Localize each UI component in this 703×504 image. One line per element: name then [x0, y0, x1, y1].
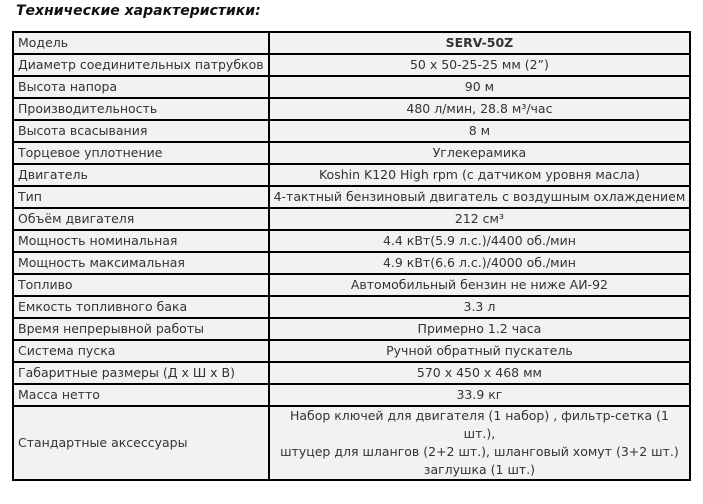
table-row: Емкость топливного бака 3.3 л — [12, 295, 692, 319]
spec-value-line: штуцер для шлангов (2+2 шт.), шланговый … — [280, 444, 679, 459]
spec-label: Стандартные аксессуары — [12, 405, 270, 481]
spec-label: Торцевое уплотнение — [12, 141, 270, 165]
spec-value: 3.3 л — [267, 295, 692, 319]
spec-value: Примерно 1.2 часа — [267, 317, 692, 341]
table-row: Двигатель Koshin K120 High rpm (с датчико… — [12, 163, 692, 187]
spec-label: Двигатель — [12, 163, 270, 187]
spec-label: Объём двигателя — [12, 207, 270, 231]
table-row: Стандартные аксессуары Набор ключей для д… — [12, 405, 692, 481]
spec-value: Углекерамика — [267, 141, 692, 165]
spec-value: SERV-50Z — [267, 31, 692, 55]
spec-label: Топливо — [12, 273, 270, 297]
spec-value: 212 см³ — [267, 207, 692, 231]
table-row: Диаметр соединительных патрубков 50 х 50-… — [12, 53, 692, 77]
spec-value: Ручной обратный пускатель — [267, 339, 692, 363]
spec-value: 33.9 кг — [267, 383, 692, 407]
spec-value: 50 х 50-25-25 мм (2”) — [267, 53, 692, 77]
table-row: Высота всасывания 8 м — [12, 119, 692, 143]
spec-value: Набор ключей для двигателя (1 набор) , ф… — [267, 405, 692, 481]
spec-value: 4.4 кВт(5.9 л.с.)/4400 об./мин — [267, 229, 692, 253]
spec-label: Система пуска — [12, 339, 270, 363]
spec-label: Мощность номинальная — [12, 229, 270, 253]
spec-value: 90 м — [267, 75, 692, 99]
spec-value: 8 м — [267, 119, 692, 143]
spec-label: Производительность — [12, 97, 270, 121]
spec-label: Мощность максимальная — [12, 251, 270, 275]
table-row: Габаритные размеры (Д х Ш х В) 570 х 450 … — [12, 361, 692, 385]
spec-label: Масса нетто — [12, 383, 270, 407]
spec-label: Емкость топливного бака — [12, 295, 270, 319]
spec-value: 570 х 450 х 468 мм — [267, 361, 692, 385]
table-row: Тип 4-тактный бензиновый двигатель с возд… — [12, 185, 692, 209]
spec-label: Габаритные размеры (Д х Ш х В) — [12, 361, 270, 385]
spec-label: Высота всасывания — [12, 119, 270, 143]
spec-value: Автомобильный бензин не ниже АИ-92 — [267, 273, 692, 297]
table-row: Топливо Автомобильный бензин не ниже АИ-9… — [12, 273, 692, 297]
specs-table: Модель SERV-50Z Диаметр соединительных пат… — [12, 31, 692, 481]
table-row: Время непрерывной работы Примерно 1.2 час… — [12, 317, 692, 341]
table-row: Торцевое уплотнение Углекерамика — [12, 141, 692, 165]
table-row: Система пуска Ручной обратный пускатель — [12, 339, 692, 363]
spec-label: Время непрерывной работы — [12, 317, 270, 341]
table-row: Модель SERV-50Z — [12, 31, 692, 55]
spec-label: Диаметр соединительных патрубков — [12, 53, 270, 77]
spec-value: 4.9 кВт(6.6 л.с.)/4000 об./мин — [267, 251, 692, 275]
spec-value-line: заглушка (1 шт.) — [423, 462, 536, 477]
table-row: Высота напора 90 м — [12, 75, 692, 99]
table-row: Производительность 480 л/мин, 28.8 м³/час — [12, 97, 692, 121]
spec-label: Модель — [12, 31, 270, 55]
table-row: Масса нетто 33.9 кг — [12, 383, 692, 407]
spec-value: Koshin K120 High rpm (с датчиком уровня … — [267, 163, 692, 187]
spec-value: 4-тактный бензиновый двигатель с воздушн… — [267, 185, 692, 209]
spec-value: 480 л/мин, 28.8 м³/час — [267, 97, 692, 121]
section-title: Технические характеристики: — [16, 3, 261, 19]
table-row: Мощность максимальная 4.9 кВт(6.6 л.с.)/4… — [12, 251, 692, 275]
spec-label: Высота напора — [12, 75, 270, 99]
spec-value-line: Набор ключей для двигателя (1 набор) , ф… — [289, 408, 669, 441]
table-row: Мощность номинальная 4.4 кВт(5.9 л.с.)/44… — [12, 229, 692, 253]
spec-label: Тип — [12, 185, 270, 209]
table-row: Объём двигателя 212 см³ — [12, 207, 692, 231]
